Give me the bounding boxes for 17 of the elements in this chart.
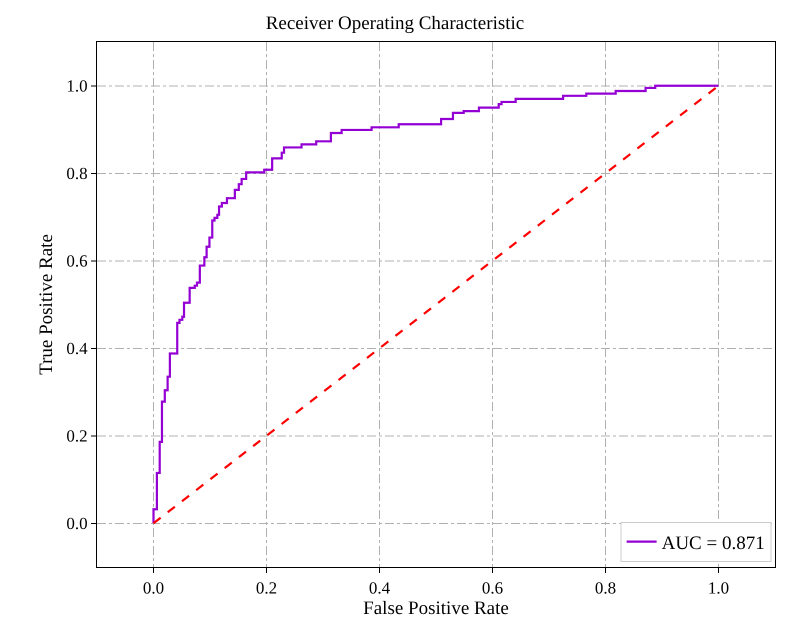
line-series bbox=[152, 84, 720, 524]
x-tick-label: 1.0 bbox=[708, 578, 730, 598]
y-tick-label: 0.0 bbox=[66, 514, 88, 534]
x-axis-title: False Positive Rate bbox=[363, 598, 509, 620]
x-tick-label: 0.0 bbox=[142, 578, 164, 598]
y-tick-label: 1.0 bbox=[66, 76, 88, 96]
x-tick-label: 0.2 bbox=[256, 578, 278, 598]
chart-title: Receiver Operating Characteristic bbox=[266, 13, 524, 34]
x-tick-label: 0.6 bbox=[482, 578, 504, 598]
x-tick-label: 0.4 bbox=[368, 578, 391, 598]
y-tick-label: 0.8 bbox=[66, 164, 88, 184]
y-tick-label: 0.4 bbox=[66, 339, 88, 358]
y-tick-label: 0.2 bbox=[66, 426, 88, 446]
y-axis-title: True Positive Rate bbox=[36, 234, 58, 375]
x-tick-label: 0.8 bbox=[594, 578, 616, 598]
y-tick-label: 0.6 bbox=[66, 252, 88, 271]
legend-label: AUC = 0.871 bbox=[662, 533, 765, 554]
